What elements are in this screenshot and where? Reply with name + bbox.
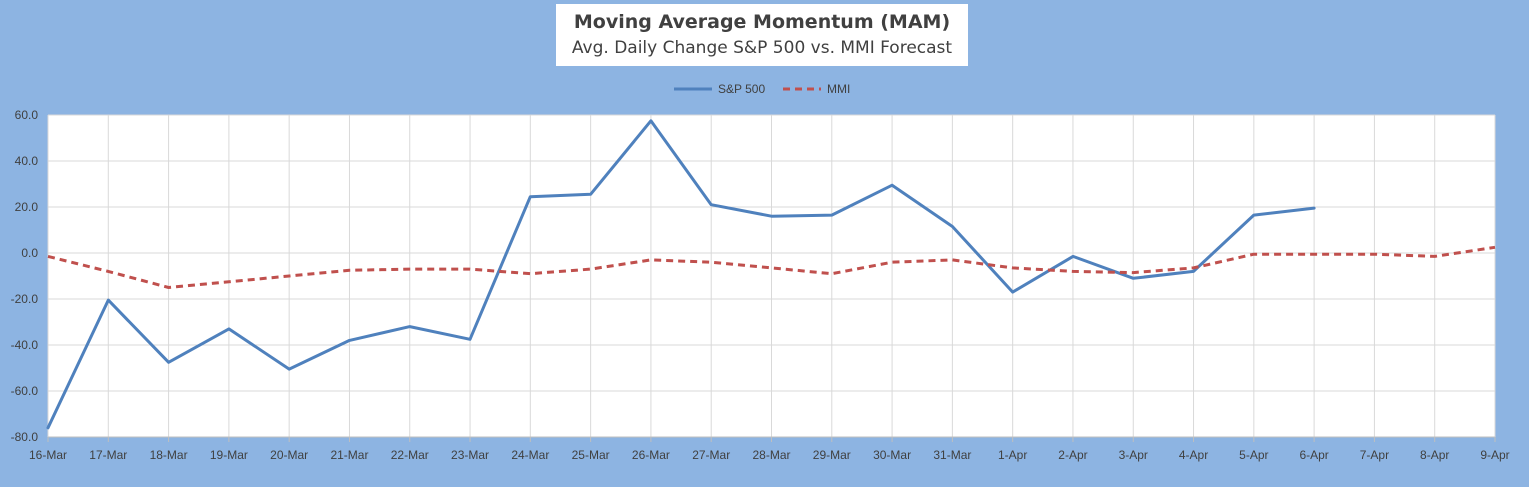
x-tick-label: 25-Mar [572, 448, 610, 462]
x-tick-label: 22-Mar [391, 448, 429, 462]
x-tick-label: 7-Apr [1360, 448, 1389, 462]
x-tick-label: 9-Apr [1480, 448, 1509, 462]
legend-label: S&P 500 [718, 82, 765, 96]
x-tick-label: 30-Mar [873, 448, 911, 462]
x-tick-label: 29-Mar [813, 448, 851, 462]
x-tick-label: 4-Apr [1179, 448, 1208, 462]
x-tick-label: 28-Mar [752, 448, 790, 462]
x-tick-label: 19-Mar [210, 448, 248, 462]
x-tick-label: 6-Apr [1299, 448, 1328, 462]
series-line-mmi [47, 245, 1496, 289]
y-tick-label: -20.0 [11, 292, 39, 306]
legend-label: MMI [827, 82, 850, 96]
y-tick-label: -60.0 [11, 384, 39, 398]
x-tick-label: 8-Apr [1420, 448, 1449, 462]
title-box: Moving Average Momentum (MAM) Avg. Daily… [556, 4, 968, 66]
chart-subtitle: Avg. Daily Change S&P 500 vs. MMI Foreca… [571, 38, 953, 58]
y-tick-label: 20.0 [15, 200, 39, 214]
x-tick-label: 5-Apr [1239, 448, 1268, 462]
x-tick-label: 18-Mar [150, 448, 188, 462]
y-tick-label: -80.0 [11, 430, 39, 444]
x-tick-label: 3-Apr [1119, 448, 1148, 462]
chart-title: Moving Average Momentum (MAM) [573, 11, 951, 33]
x-tick-label: 26-Mar [632, 448, 670, 462]
series-line-sp500 [46, 119, 1316, 430]
x-tick-label: 16-Mar [29, 448, 67, 462]
x-tick-label: 17-Mar [89, 448, 127, 462]
y-tick-label: 40.0 [15, 154, 39, 168]
x-tick-label: 1-Apr [998, 448, 1027, 462]
y-tick-label: 0.0 [21, 246, 38, 260]
y-tick-label: 60.0 [15, 108, 39, 122]
x-tick-label: 2-Apr [1058, 448, 1087, 462]
x-tick-label: 21-Mar [330, 448, 368, 462]
x-tick-label: 24-Mar [511, 448, 549, 462]
x-tick-label: 27-Mar [692, 448, 730, 462]
x-tick-label: 23-Mar [451, 448, 489, 462]
y-tick-label: -40.0 [11, 338, 39, 352]
x-tick-label: 20-Mar [270, 448, 308, 462]
x-tick-label: 31-Mar [933, 448, 971, 462]
